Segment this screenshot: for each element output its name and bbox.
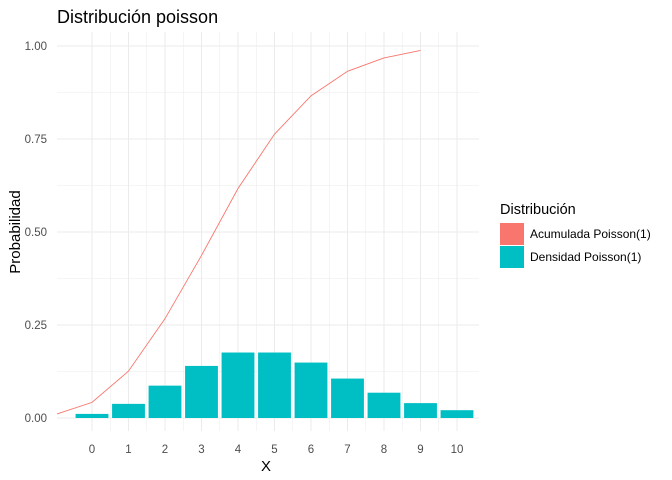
density-bar [331,378,364,418]
x-tick-label: 1 [125,444,131,456]
y-tick-label: 0.00 [25,413,47,425]
density-bar [294,362,328,418]
legend-swatch-densidad [500,246,524,268]
density-bar [148,385,182,418]
y-tick-label: 1.00 [25,41,47,53]
density-bars [75,352,474,418]
x-tick-label: 2 [162,444,168,456]
x-tick-label: 3 [198,444,204,456]
x-tick-label: 5 [271,444,277,456]
y-tick-labels: 0.00 0.25 0.50 0.75 1.00 [25,41,47,425]
legend-label-densidad: Densidad Poisson(1) [530,250,641,264]
x-tick-label: 6 [308,444,314,456]
x-tick-label: 7 [344,444,350,456]
x-tick-labels: 0 1 2 3 4 5 6 7 8 9 10 [89,444,464,456]
density-bar [221,352,255,418]
density-bar [185,365,218,418]
x-tick-label: 9 [417,444,423,456]
x-tick-label: 4 [235,444,242,456]
x-tick-label: 10 [451,444,464,456]
density-bar [404,403,437,418]
x-tick-label: 8 [381,444,387,456]
x-axis-title: X [261,458,271,475]
cumulative-line [56,50,421,415]
legend: Distribución Acumulada Poisson(1) Densid… [500,202,651,268]
y-axis-title: Probabilidad [7,190,24,273]
y-tick-label: 0.25 [25,320,47,332]
legend-label-acumulada: Acumulada Poisson(1) [530,227,651,241]
density-bar [440,410,474,418]
cumulative-line-layer [56,50,421,415]
legend-title: Distribución [500,202,576,218]
x-tick-label: 0 [89,444,95,456]
density-bar [258,352,291,418]
y-tick-label: 0.50 [25,227,47,239]
density-bar [112,403,145,418]
chart-title: Distribución poisson [57,7,218,27]
density-bar [367,392,401,418]
legend-swatch-acumulada [500,223,524,245]
density-bar [75,413,109,418]
y-tick-label: 0.75 [25,134,47,146]
